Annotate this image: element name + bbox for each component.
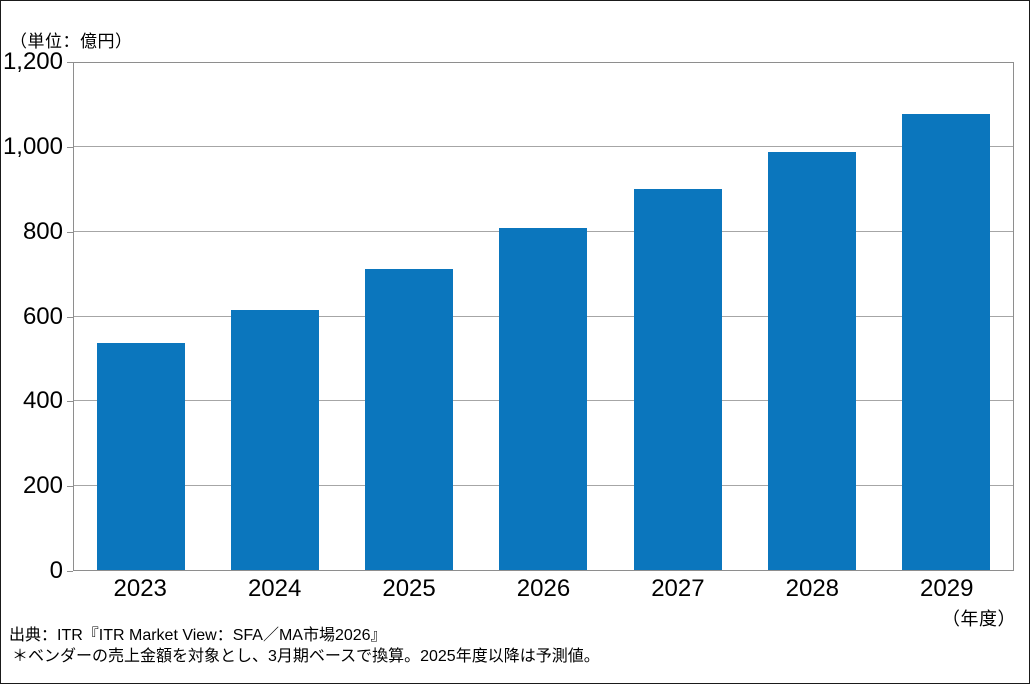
y-tick-label-400: 400 bbox=[22, 387, 63, 415]
bar-2024 bbox=[231, 309, 320, 570]
x-tick-label-2023: 2023 bbox=[113, 575, 167, 602]
y-tick-label-1000: 1,000 bbox=[2, 132, 63, 160]
bar-2027 bbox=[633, 189, 722, 570]
y-tick-mark-1200 bbox=[67, 62, 73, 63]
y-tick-label-0: 0 bbox=[49, 557, 63, 584]
y-tick-label-200: 200 bbox=[22, 472, 63, 500]
bar-2025 bbox=[365, 268, 454, 570]
bar-slot-2024 bbox=[208, 63, 342, 570]
bar-2023 bbox=[97, 343, 186, 570]
y-tick-label-600: 600 bbox=[22, 302, 63, 330]
x-tick-label-2029: 2029 bbox=[920, 575, 974, 602]
bar-series bbox=[74, 63, 1013, 570]
source-text: 出典：ITR『ITR Market View：SFA／MA市場2026』 bbox=[9, 627, 387, 644]
y-tick-label-800: 800 bbox=[22, 217, 63, 245]
y-tick-mark-400 bbox=[67, 401, 73, 403]
x-tick-label-2028: 2028 bbox=[785, 575, 840, 602]
x-axis: 2023 2024 2025 2026 2027 2028 2029 bbox=[73, 576, 1014, 602]
y-tick-label-1200: 1,200 bbox=[2, 48, 63, 75]
y-tick-mark-200 bbox=[67, 486, 73, 488]
x-axis-unit-label: （年度） bbox=[942, 609, 1016, 629]
bar-slot-2023 bbox=[74, 63, 208, 570]
bar-slot-2029 bbox=[879, 63, 1013, 570]
bar-slot-2027 bbox=[611, 63, 745, 570]
y-tick-mark-0 bbox=[67, 571, 73, 572]
footer: 出典：ITR『ITR Market View：SFA／MA市場2026』 ＊ベン… bbox=[9, 625, 600, 667]
plot-area bbox=[73, 62, 1014, 571]
bar-slot-2025 bbox=[342, 63, 476, 570]
gridline-1000 bbox=[74, 145, 1013, 147]
y-tick-mark-600 bbox=[67, 316, 73, 318]
y-tick-mark-800 bbox=[67, 231, 73, 233]
x-tick-label-2024: 2024 bbox=[247, 575, 302, 602]
x-tick-label-2025: 2025 bbox=[382, 575, 436, 602]
bar-2028 bbox=[767, 152, 856, 570]
y-axis: 0 200 400 600 800 1,000 1,200 bbox=[1, 50, 73, 583]
y-tick-mark-1000 bbox=[67, 146, 73, 148]
bar-slot-2028 bbox=[745, 63, 879, 570]
bar-slot-2026 bbox=[476, 63, 610, 570]
note-text: ＊ベンダーの売上金額を対象とし、3月期ベースで換算。2025年度以降は予測値。 bbox=[12, 648, 600, 665]
x-tick-label-2027: 2027 bbox=[651, 575, 705, 602]
y-axis-unit-label: （単位：億円） bbox=[10, 32, 133, 51]
bar-2029 bbox=[901, 114, 990, 570]
x-tick-label-2026: 2026 bbox=[516, 575, 571, 602]
bar-2026 bbox=[499, 227, 588, 570]
